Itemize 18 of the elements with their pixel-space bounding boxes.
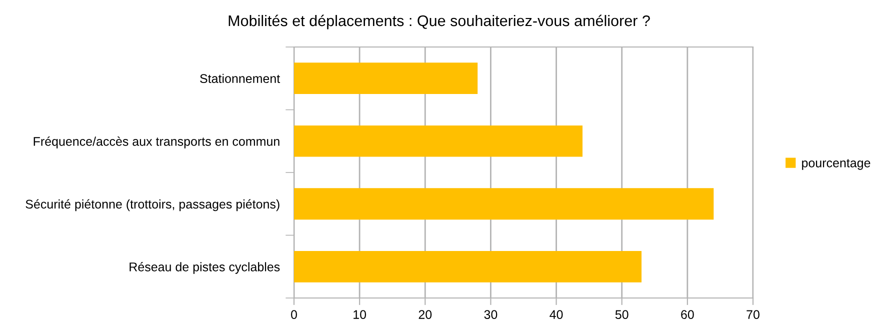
legend-label: pourcentage: [802, 159, 870, 170]
bar: [294, 188, 714, 220]
x-tick-label: 20: [418, 310, 432, 319]
y-tick-label: Sécurité piétonne (trottoirs, passages piétons): [26, 199, 280, 212]
bar: [294, 250, 642, 282]
x-tick-label: 10: [354, 310, 366, 319]
bar: [294, 62, 478, 94]
chart-title: Mobilités et déplacements : Que souhaiteriez-vous améliorer ?: [228, 14, 650, 30]
y-tick-label: Fréquence/accès aux transports en commun: [34, 136, 280, 148]
bar: [294, 125, 583, 157]
x-tick-label: 60: [681, 310, 694, 319]
x-tick-label: 70: [746, 310, 760, 319]
x-tick-label: 40: [550, 310, 563, 319]
y-tick-label: Réseau de pistes cyclables: [130, 262, 280, 274]
x-tick-label: 0: [291, 310, 297, 319]
x-tick-label: 30: [484, 310, 498, 319]
y-tick-label: Stationnement: [200, 74, 280, 84]
x-tick-label: 50: [615, 310, 628, 319]
